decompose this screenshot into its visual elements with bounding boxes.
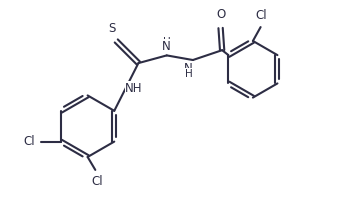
Text: N: N: [184, 61, 192, 74]
Text: H: H: [163, 37, 171, 47]
Text: O: O: [216, 8, 225, 21]
Text: NH: NH: [125, 82, 143, 95]
Text: Cl: Cl: [256, 8, 267, 21]
Text: H: H: [184, 69, 192, 79]
Text: Cl: Cl: [91, 175, 103, 188]
Text: N: N: [162, 40, 171, 53]
Text: S: S: [108, 22, 115, 35]
Text: Cl: Cl: [24, 135, 36, 148]
